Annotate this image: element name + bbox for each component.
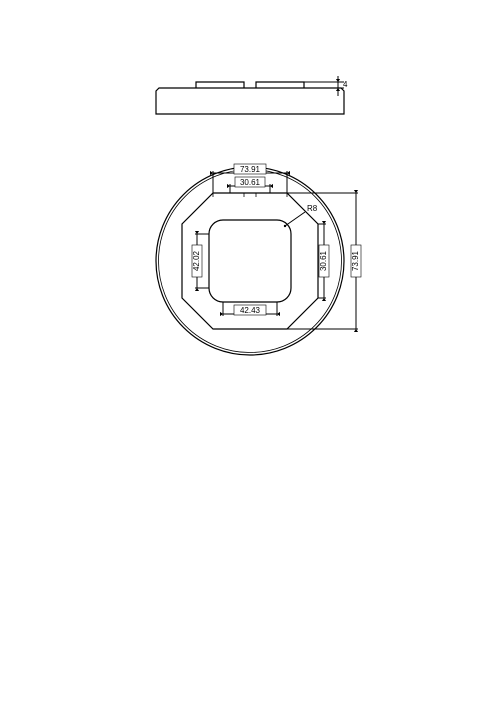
svg-text:30.61: 30.61 (240, 178, 261, 187)
svg-text:73.91: 73.91 (351, 250, 360, 271)
svg-text:42.02: 42.02 (192, 250, 201, 271)
technical-drawing: 4 R8 73.91 30.61 42.02 42.43 30.61 73.91 (125, 76, 385, 376)
figure-container: 4 R8 73.91 30.61 42.02 42.43 30.61 73.91 (60, 76, 450, 381)
svg-text:42.43: 42.43 (240, 306, 261, 315)
svg-text:4: 4 (343, 80, 348, 89)
svg-text:30.61: 30.61 (319, 250, 328, 271)
svg-text:R8: R8 (307, 204, 318, 213)
svg-text:73.91: 73.91 (240, 165, 261, 174)
